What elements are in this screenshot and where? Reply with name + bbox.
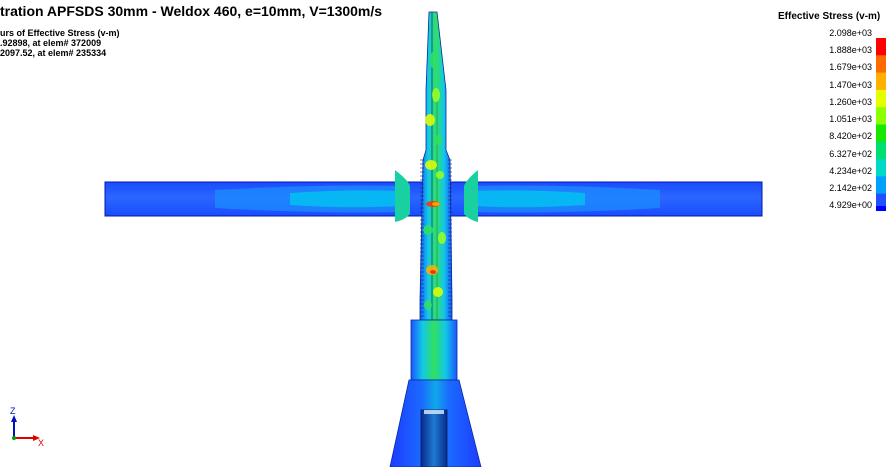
sabot-core-cap bbox=[424, 410, 444, 414]
x-axis-arrow bbox=[33, 435, 40, 441]
legend-label-0: 2.098e+03 bbox=[829, 28, 872, 38]
legend-swatch-0 bbox=[876, 38, 886, 56]
rod-stress-spot-0 bbox=[430, 52, 436, 68]
rod-stress-spots bbox=[423, 52, 446, 367]
legend-swatch-5 bbox=[876, 124, 886, 143]
info-line-max: 2097.52, at elem# 235334 bbox=[0, 48, 107, 58]
legend-label-1: 1.888e+03 bbox=[829, 45, 872, 55]
rod-stress-spot-12 bbox=[433, 287, 443, 297]
penetrator-rod bbox=[419, 11, 453, 367]
legend-swatch-7 bbox=[876, 159, 886, 177]
rod-stress-spot-13 bbox=[424, 300, 432, 310]
z-axis-arrow bbox=[11, 415, 17, 422]
legend-swatch-min bbox=[876, 206, 886, 211]
rod-stress-spot-1 bbox=[432, 88, 440, 102]
legend-label-7: 6.327e+02 bbox=[829, 149, 872, 159]
legend-label-6: 8.420e+02 bbox=[829, 131, 872, 141]
info-line-contours: urs of Effective Stress (v-m) bbox=[0, 28, 120, 38]
legend-label-5: 1.051e+03 bbox=[829, 114, 872, 124]
legend-swatch-9 bbox=[876, 193, 886, 211]
info-line-min: .92898, at elem# 372009 bbox=[0, 38, 102, 48]
rod-stress-spot-11 bbox=[430, 270, 436, 274]
legend-swatch-4 bbox=[876, 107, 886, 125]
rod-stress-spot-2 bbox=[425, 114, 435, 126]
sabot-section bbox=[389, 319, 482, 467]
rod-ribs bbox=[420, 159, 452, 317]
legend-label-10: 4.929e+00 bbox=[829, 200, 872, 210]
rod-stress-spot-7 bbox=[432, 202, 440, 206]
rod-stress-spot-5 bbox=[436, 171, 444, 179]
legend-colorbar bbox=[876, 38, 886, 211]
legend-label-8: 4.234e+02 bbox=[829, 166, 872, 176]
legend-swatch-1 bbox=[876, 55, 886, 74]
rod-stress-spot-4 bbox=[425, 160, 437, 170]
plate-bulge-left bbox=[395, 170, 410, 222]
legend-swatch-6 bbox=[876, 141, 886, 160]
legend-label-4: 1.260e+03 bbox=[829, 97, 872, 107]
legend-swatch-2 bbox=[876, 72, 886, 91]
legend-label-3: 1.470e+03 bbox=[829, 80, 872, 90]
legend-swatch-8 bbox=[876, 176, 886, 195]
sabot-collar bbox=[410, 319, 458, 381]
rod-stress-spot-8 bbox=[423, 225, 433, 235]
rod-stress-spot-9 bbox=[438, 232, 446, 244]
axis-triad: Z X bbox=[10, 406, 44, 448]
rod-stress-spot-3 bbox=[434, 135, 442, 145]
sabot-core bbox=[420, 409, 448, 467]
plot-title: tration APFSDS 30mm - Weldox 460, e=10mm… bbox=[0, 3, 383, 19]
y-axis-dot bbox=[12, 436, 16, 440]
legend-label-9: 2.142e+02 bbox=[829, 183, 872, 193]
plate-stress-right-core bbox=[473, 190, 585, 208]
legend-label-2: 1.679e+03 bbox=[829, 62, 872, 72]
x-axis-label: X bbox=[38, 438, 44, 448]
legend-title: Effective Stress (v-m) bbox=[778, 11, 881, 22]
legend-swatch-3 bbox=[876, 89, 886, 108]
plate-bulge-right bbox=[464, 170, 478, 222]
plate-stress-left-core bbox=[290, 190, 402, 208]
z-axis-label: Z bbox=[10, 406, 16, 416]
plot-info: urs of Effective Stress (v-m) .92898, at… bbox=[0, 28, 120, 58]
